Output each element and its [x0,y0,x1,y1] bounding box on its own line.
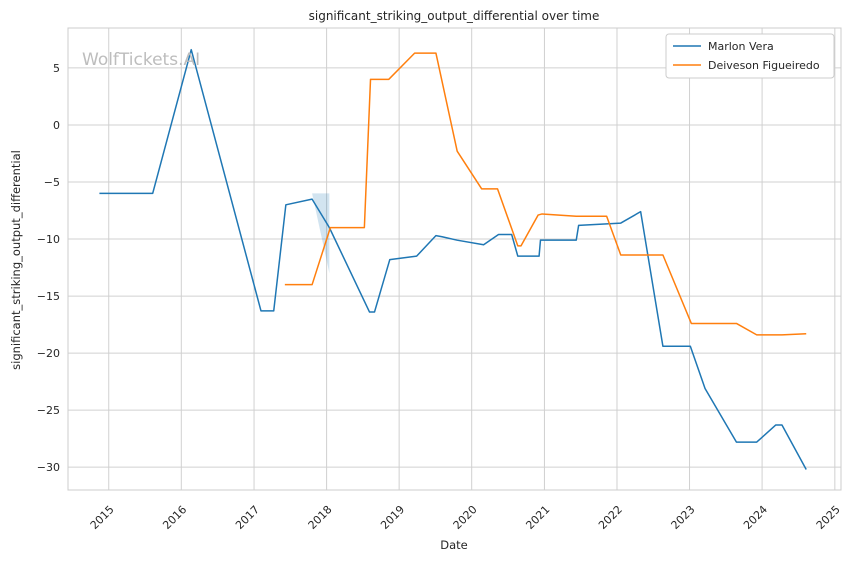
chart-title: significant_striking_output_differential… [309,9,600,23]
x-axis-title: Date [440,538,468,552]
x-tick-label: 2017 [233,503,262,532]
x-tick-label: 2021 [523,503,552,532]
y-axis-ticks: 5 0 −5 −10 −15 −20 −25 −30 [37,62,60,474]
series-line-deiveson-figueiredo [284,52,807,336]
x-tick-label: 2019 [378,503,407,532]
x-tick-label: 2020 [451,503,480,532]
watermark: WolfTickets.AI [82,50,200,70]
y-tick-label: −30 [37,461,60,474]
y-tick-label: 0 [53,119,60,132]
x-tick-label: 2018 [306,503,335,532]
y-tick-label: −20 [37,347,60,360]
confidence-bands [312,193,330,274]
y-tick-label: 5 [53,62,60,75]
legend: Marlon Vera Deiveson Figueiredo [665,33,835,79]
plot-area [67,27,842,491]
y-tick-label: −25 [37,404,60,417]
legend-label-deiveson-figueiredo: Deiveson Figueiredo [708,59,820,72]
legend-label-marlon-vera: Marlon Vera [708,40,774,53]
y-axis-title: significant_striking_output_differential [9,150,23,370]
x-axis-ticks: 2015 2016 2017 2018 2019 2020 2021 2022 2023 2024… [88,503,843,532]
series-line-marlon-vera [99,48,807,470]
x-tick-label: 2022 [596,503,625,532]
legend-box [665,33,835,79]
x-tick-label: 2016 [160,503,189,532]
x-tick-label: 2024 [741,503,770,532]
x-tick-label: 2015 [88,503,117,532]
x-tick-label: 2023 [669,503,698,532]
y-tick-label: −5 [44,176,60,189]
band-marlon-vera [312,193,330,274]
y-tick-label: −10 [37,233,60,246]
series-lines [99,48,807,470]
x-tick-label: 2025 [814,503,843,532]
y-tick-label: −15 [37,290,60,303]
